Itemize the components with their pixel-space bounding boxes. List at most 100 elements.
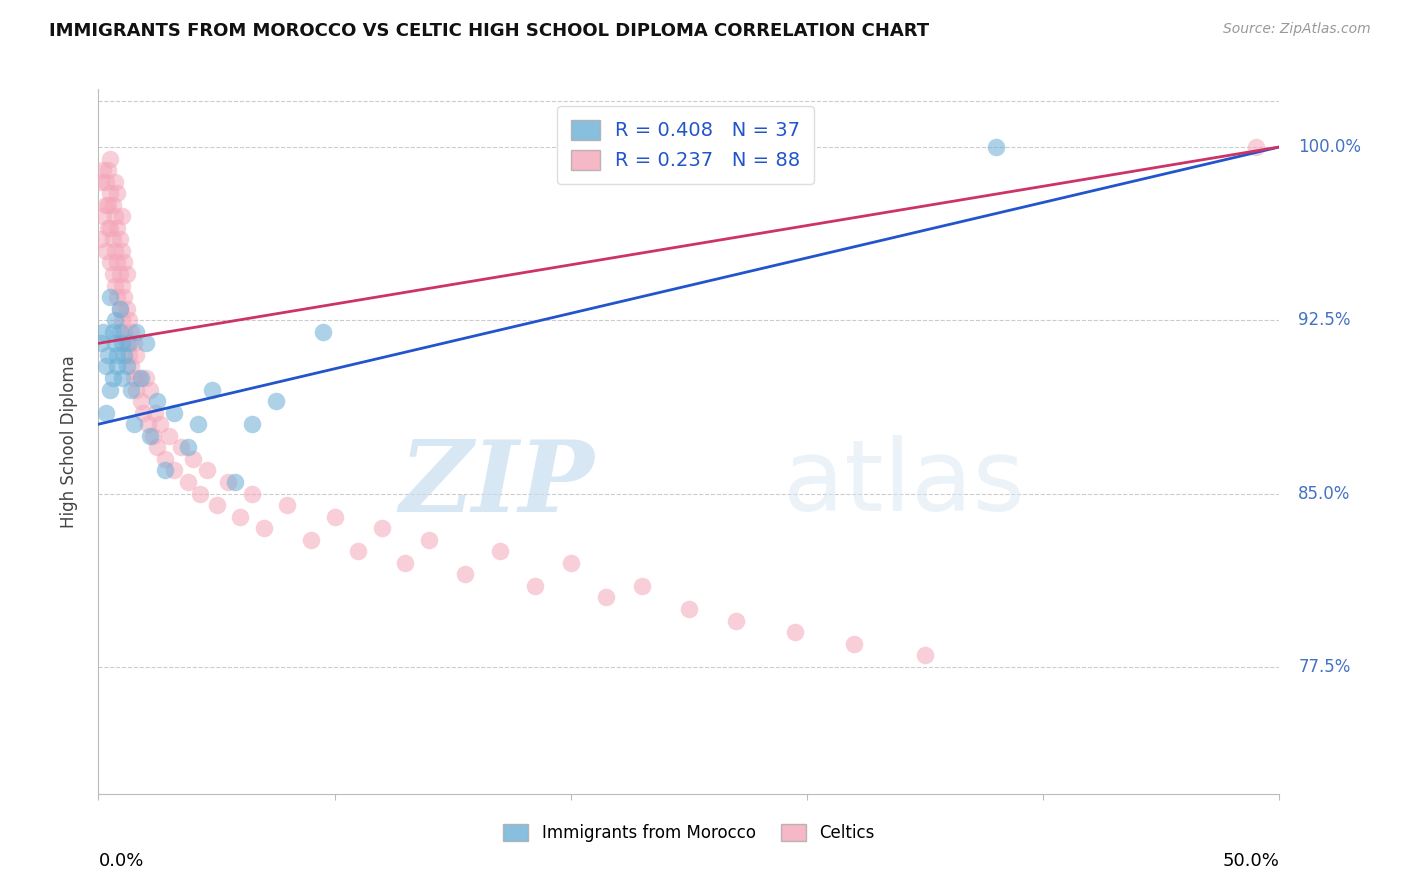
- Point: [394, 556, 416, 570]
- Point: [224, 475, 246, 489]
- Text: ZIP: ZIP: [399, 435, 595, 532]
- Point: [524, 579, 547, 593]
- Point: [94, 198, 117, 212]
- Text: 0.0%: 0.0%: [98, 852, 143, 870]
- Point: [90, 175, 112, 189]
- Point: [142, 429, 165, 443]
- Point: [105, 255, 128, 269]
- Point: [129, 371, 152, 385]
- Point: [97, 348, 120, 362]
- Point: [104, 313, 127, 327]
- Point: [595, 591, 617, 605]
- Point: [121, 325, 143, 339]
- Point: [453, 567, 475, 582]
- Point: [149, 417, 172, 432]
- Point: [153, 451, 176, 466]
- Y-axis label: High School Diploma: High School Diploma: [59, 355, 77, 528]
- Point: [115, 336, 138, 351]
- Point: [195, 463, 218, 477]
- Point: [111, 244, 134, 258]
- Point: [101, 267, 124, 281]
- Point: [125, 325, 148, 339]
- Point: [105, 348, 128, 362]
- Point: [112, 255, 135, 269]
- Point: [90, 232, 112, 246]
- Point: [94, 175, 117, 189]
- Point: [104, 244, 127, 258]
- Point: [312, 325, 335, 339]
- Point: [125, 383, 148, 397]
- Point: [181, 451, 204, 466]
- Point: [104, 336, 127, 351]
- Point: [118, 336, 141, 351]
- Point: [97, 198, 120, 212]
- Point: [94, 244, 117, 258]
- Point: [111, 209, 134, 223]
- Point: [153, 463, 176, 477]
- Point: [108, 267, 131, 281]
- Point: [264, 394, 287, 409]
- Point: [104, 278, 127, 293]
- Point: [560, 556, 582, 570]
- Point: [146, 394, 169, 409]
- Point: [111, 278, 134, 293]
- Point: [157, 429, 180, 443]
- Point: [129, 394, 152, 409]
- Point: [118, 313, 141, 327]
- Point: [163, 406, 186, 420]
- Point: [678, 602, 700, 616]
- Point: [105, 359, 128, 374]
- Point: [91, 163, 114, 178]
- Point: [170, 440, 193, 454]
- Point: [115, 267, 138, 281]
- Point: [97, 163, 120, 178]
- Point: [725, 614, 748, 628]
- Point: [94, 359, 117, 374]
- Text: 100.0%: 100.0%: [1298, 138, 1361, 156]
- Text: Source: ZipAtlas.com: Source: ZipAtlas.com: [1223, 22, 1371, 37]
- Point: [112, 290, 135, 304]
- Point: [115, 301, 138, 316]
- Point: [104, 209, 127, 223]
- Point: [111, 371, 134, 385]
- Point: [1244, 140, 1267, 154]
- Point: [128, 371, 150, 385]
- Point: [91, 209, 114, 223]
- Point: [146, 440, 169, 454]
- Point: [630, 579, 652, 593]
- Legend: Immigrants from Morocco, Celtics: Immigrants from Morocco, Celtics: [496, 817, 882, 849]
- Point: [785, 625, 807, 640]
- Point: [111, 336, 134, 351]
- Point: [98, 290, 121, 304]
- Point: [94, 406, 117, 420]
- Text: 50.0%: 50.0%: [1223, 852, 1279, 870]
- Point: [105, 290, 128, 304]
- Point: [489, 544, 512, 558]
- Point: [105, 186, 128, 201]
- Point: [177, 475, 200, 489]
- Point: [984, 140, 1007, 154]
- Point: [98, 186, 121, 201]
- Point: [118, 348, 141, 362]
- Point: [143, 406, 166, 420]
- Point: [136, 417, 159, 432]
- Point: [98, 152, 121, 166]
- Point: [122, 371, 145, 385]
- Point: [91, 325, 114, 339]
- Point: [108, 301, 131, 316]
- Text: 85.0%: 85.0%: [1298, 484, 1351, 502]
- Point: [139, 429, 162, 443]
- Point: [371, 521, 394, 535]
- Point: [108, 325, 131, 339]
- Point: [276, 498, 298, 512]
- Point: [135, 336, 157, 351]
- Point: [101, 198, 124, 212]
- Point: [122, 417, 145, 432]
- Point: [201, 383, 224, 397]
- Point: [90, 336, 112, 351]
- Point: [101, 325, 124, 339]
- Text: atlas: atlas: [783, 435, 1025, 533]
- Point: [240, 486, 263, 500]
- Point: [135, 371, 157, 385]
- Point: [229, 509, 252, 524]
